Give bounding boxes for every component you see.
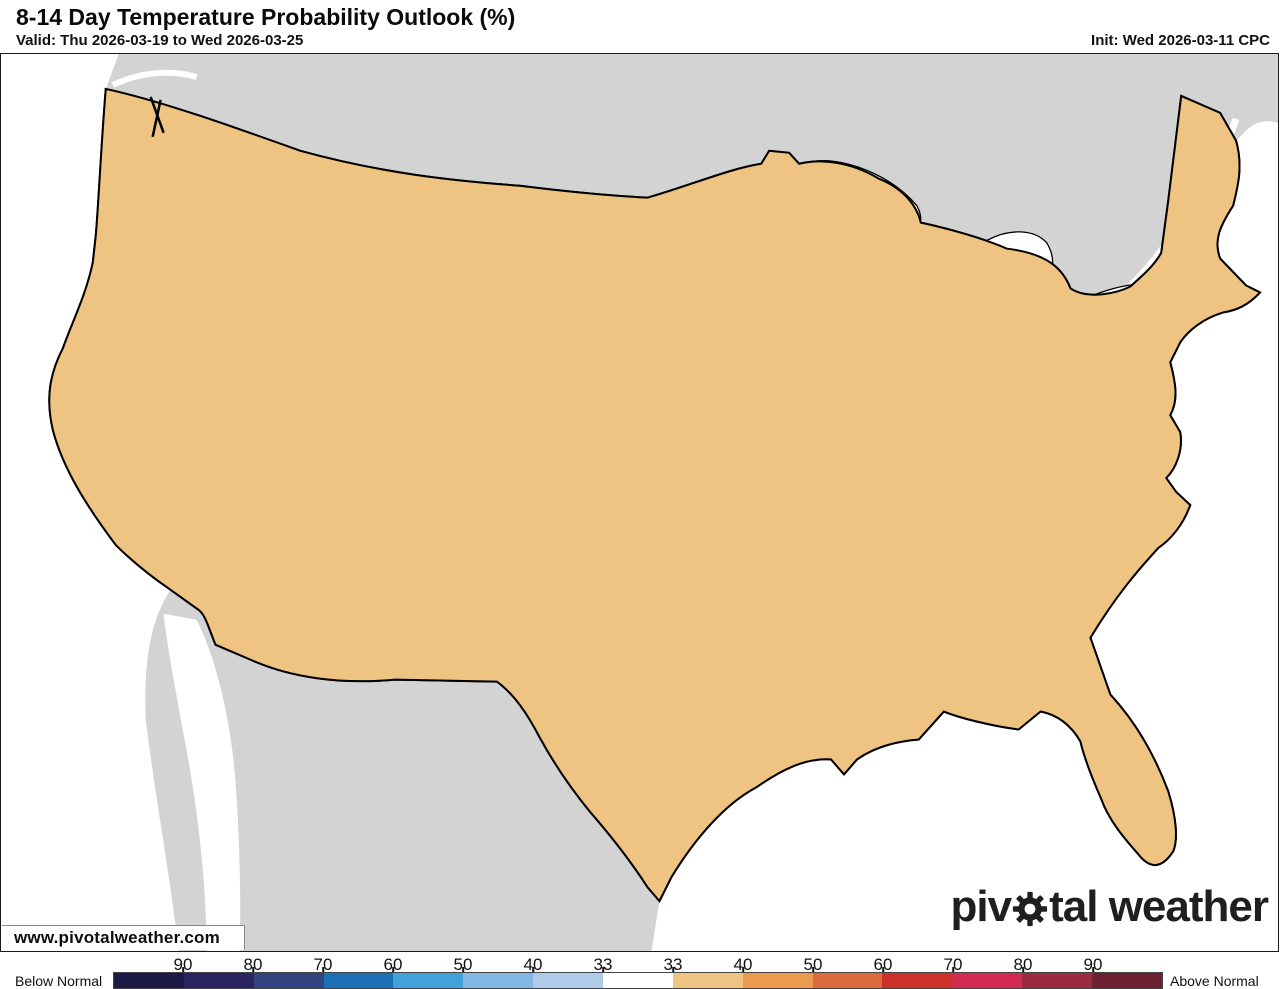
swatch-above-80-90 (1022, 973, 1093, 988)
legend-swatch-strip[interactable] (113, 972, 1163, 989)
tickmark (252, 967, 254, 973)
tick-below-90: 90 (173, 955, 193, 974)
swatch-above-40-50 (742, 973, 813, 988)
mexico-landmass (145, 589, 660, 951)
swatch-below-40-50 (463, 973, 534, 988)
tickmark (672, 967, 674, 973)
strait-of-georgia (111, 69, 198, 88)
tick-above-60: 60 (873, 955, 893, 974)
logo-text-right: tal weather (1049, 882, 1269, 931)
tickmark (742, 967, 744, 973)
tick-below-50: 50 (453, 955, 473, 974)
tick-below-40: 40 (523, 955, 543, 974)
valid-range-label: Valid: Thu 2026-03-19 to Wed 2026-03-25 (16, 32, 304, 49)
tickmark (1092, 967, 1094, 973)
tick-above-50: 50 (803, 955, 823, 974)
tick-below-60: 60 (383, 955, 403, 974)
tick-above-70: 70 (943, 955, 963, 974)
legend-colorbar: Below Normal Above Normal 90 80 70 60 50… (0, 952, 1280, 989)
us-probability-map[interactable] (1, 54, 1278, 951)
tickmark (812, 967, 814, 973)
swatch-equal-chances (603, 973, 673, 988)
below-normal-label: Below Normal (15, 972, 103, 989)
tick-above-40: 40 (733, 955, 753, 974)
gulf-of-california (163, 613, 241, 951)
swatch-above-90-100 (1092, 973, 1162, 988)
init-time-label: Init: Wed 2026-03-11 CPC (1091, 32, 1270, 49)
tickmark (462, 967, 464, 973)
swatch-above-33-40 (672, 973, 743, 988)
tick-below-80: 80 (243, 955, 263, 974)
page-title: 8-14 Day Temperature Probability Outlook… (16, 4, 516, 30)
swatch-below-50-60 (393, 973, 464, 988)
tickmark (392, 967, 394, 973)
watermark[interactable]: www.pivotalweather.com (2, 925, 245, 950)
tickmark (182, 967, 184, 973)
tickmark (1022, 967, 1024, 973)
swatch-below-70-80 (253, 973, 324, 988)
puget-sound (149, 96, 165, 138)
swatch-below-33-40 (533, 973, 604, 988)
tick-below-70: 70 (313, 955, 333, 974)
swatch-below-60-70 (323, 973, 394, 988)
tickmark (952, 967, 954, 973)
pivotal-weather-logo: piv (950, 882, 1269, 931)
swatch-above-50-60 (812, 973, 883, 988)
logo-text-left: piv (950, 882, 1013, 931)
tick-above-80: 80 (1013, 955, 1033, 974)
swatch-below-80-90 (183, 973, 254, 988)
tick-above-33: 33 (663, 955, 683, 974)
swatch-below-90-100 (114, 973, 184, 988)
tickmark (532, 967, 534, 973)
swatch-above-70-80 (952, 973, 1023, 988)
canada-landmass (105, 54, 1278, 295)
above-normal-label: Above Normal (1170, 972, 1259, 989)
tick-above-90: 90 (1083, 955, 1103, 974)
header: 8-14 Day Temperature Probability Outlook… (0, 0, 1280, 53)
map-frame: www.pivotalweather.com piv (0, 53, 1279, 952)
gear-icon (1012, 891, 1048, 927)
swatch-above-60-70 (882, 973, 953, 988)
tick-below-33: 33 (593, 955, 613, 974)
tickmark (602, 967, 604, 973)
tickmark (882, 967, 884, 973)
tickmark (322, 967, 324, 973)
